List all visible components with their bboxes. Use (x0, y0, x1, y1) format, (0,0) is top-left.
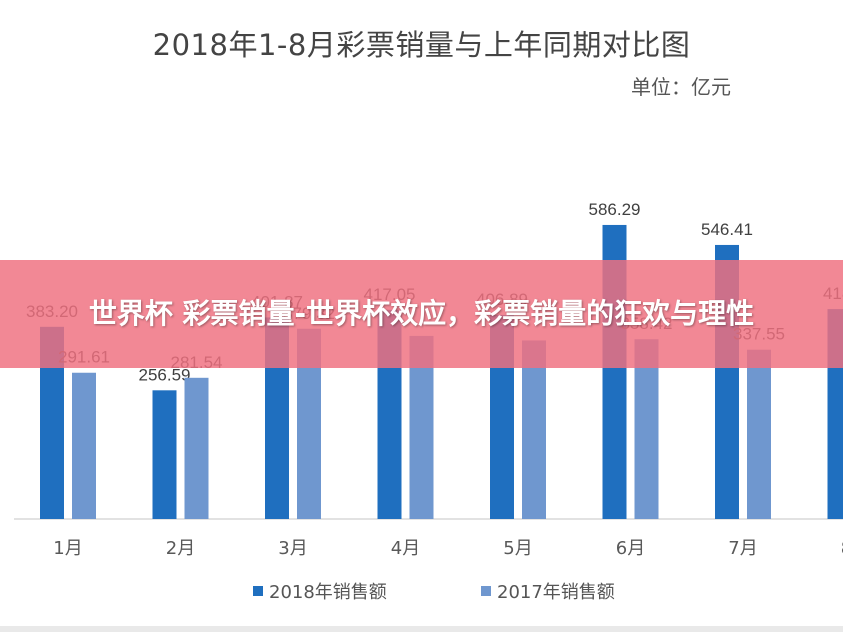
bar-2017-5 (522, 340, 546, 519)
x-tick-label-1: 1月 (53, 538, 82, 559)
legend-label-2017: 2017年销售额 (497, 582, 615, 603)
legend-swatch-2018 (253, 586, 263, 596)
x-tick-label-3: 3月 (278, 538, 307, 559)
headline-banner: 世界杯 彩票销量-世界杯效应，彩票销量的狂欢与理性 (0, 260, 843, 368)
x-tick-label-6: 6月 (616, 538, 645, 559)
unit-label: 单位：亿元 (631, 75, 731, 99)
x-tick-label-2: 2月 (166, 538, 195, 559)
headline-text: 世界杯 彩票销量-世界杯效应，彩票销量的狂欢与理性 (88, 297, 755, 330)
bar-2018-2 (152, 390, 177, 519)
x-tick-label-4: 4月 (391, 538, 420, 559)
chart-title: 2018年1-8月彩票销量与上年同期对比图 (152, 28, 691, 62)
data-label-2018-2: 256.59 (139, 365, 191, 384)
x-tick-label-5: 5月 (503, 538, 532, 559)
x-tick-label-7: 7月 (728, 538, 757, 559)
legend-swatch-2017 (481, 586, 491, 596)
legend-item-2017: 2017年销售额 (481, 578, 615, 604)
legend-item-2018: 2018年销售额 (253, 578, 387, 604)
data-label-2018-6: 586.29 (589, 200, 641, 219)
x-tick-label-8: 8月 (841, 538, 843, 559)
bar-2017-6 (634, 339, 659, 519)
bar-2017-2 (184, 377, 209, 519)
legend-label-2018: 2018年销售额 (269, 582, 387, 603)
data-label-2018-7: 546.41 (701, 220, 753, 239)
bar-2017-1 (72, 372, 96, 519)
frame-border (0, 626, 843, 632)
bar-2017-7 (747, 349, 771, 519)
